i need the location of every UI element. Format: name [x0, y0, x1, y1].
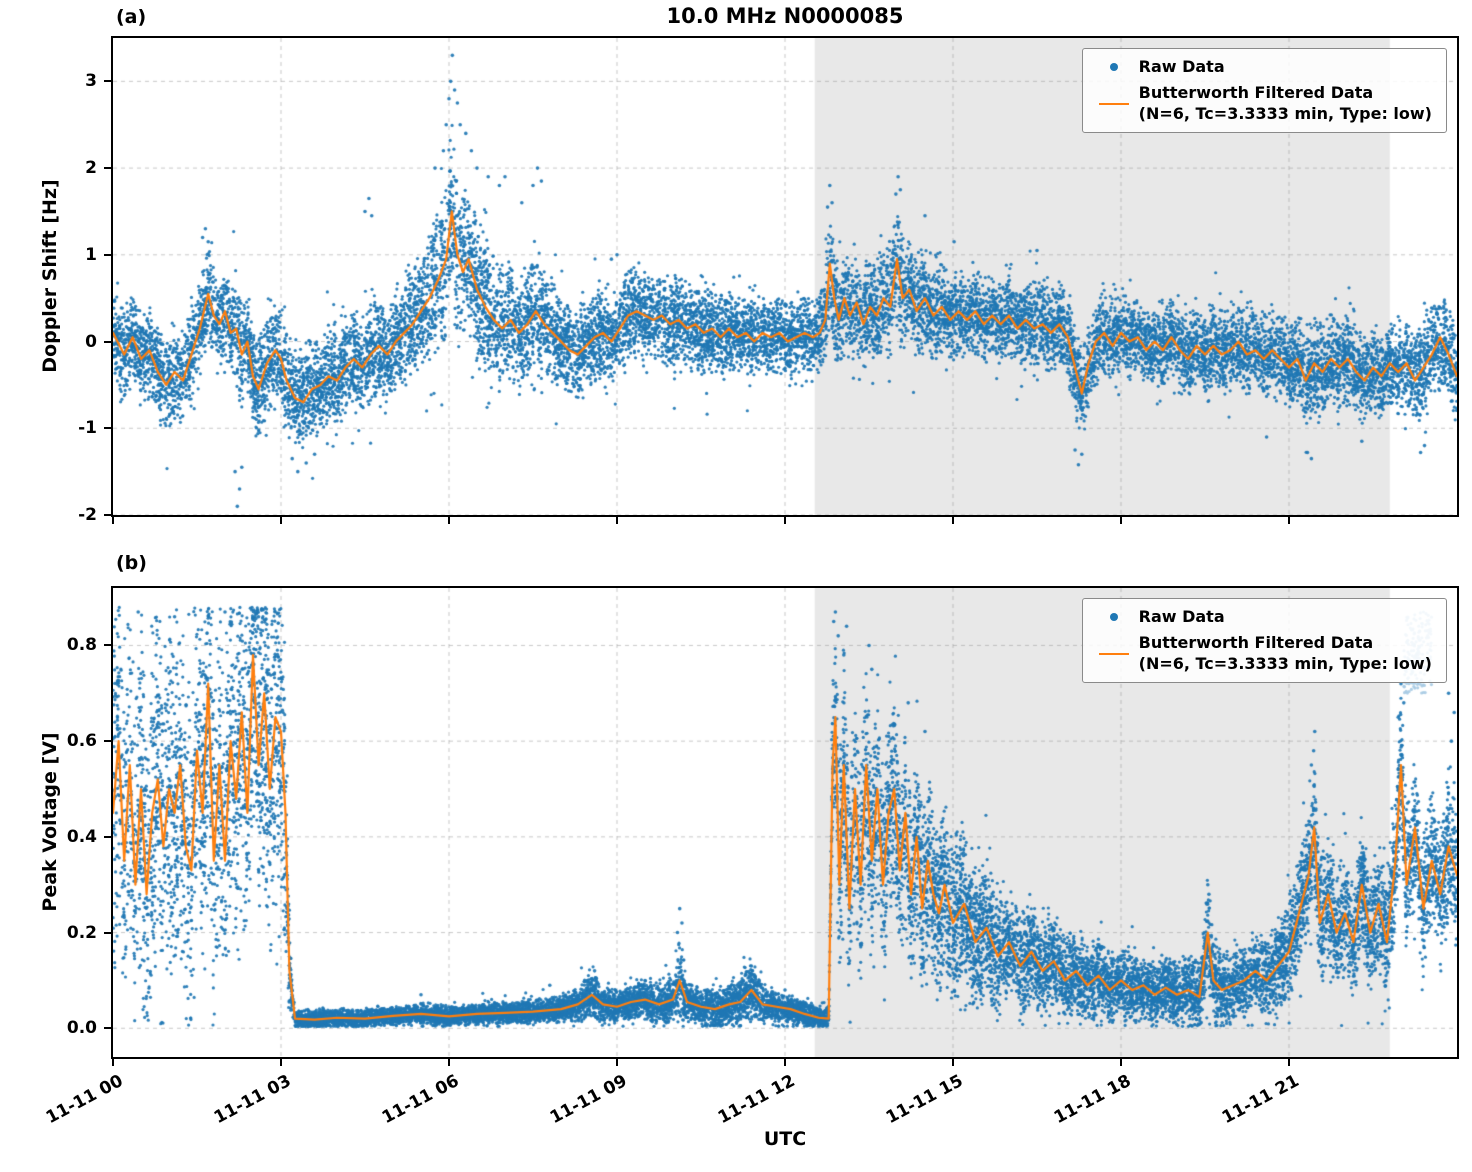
legend-raw-label: Raw Data — [1138, 57, 1225, 76]
x-tick — [448, 1059, 450, 1066]
y-tick — [104, 340, 111, 343]
legend-b: Raw Data Butterworth Filtered Data (N=6,… — [1081, 598, 1447, 684]
x-tick-label: 11-11 06 — [378, 1071, 463, 1129]
panel-a-label: (a) — [116, 6, 147, 28]
x-tick — [280, 517, 282, 524]
legend-filtered-label: Butterworth Filtered Data — [1138, 82, 1374, 102]
y-tick — [104, 253, 111, 256]
y-tick-label: -1 — [78, 418, 97, 439]
x-tick-label: 11-11 21 — [1218, 1071, 1303, 1129]
x-tick — [1288, 517, 1290, 524]
x-tick — [1288, 1059, 1290, 1066]
x-tick — [112, 517, 114, 524]
x-tick-label: 11-11 15 — [882, 1071, 967, 1129]
y-tick-label: 1 — [85, 244, 97, 265]
x-axis-label: UTC — [763, 1128, 807, 1150]
y-tick-label: 0.0 — [66, 1018, 97, 1039]
legend-filtered-sublabel: (N=6, Tc=3.3333 min, Type: low) — [1138, 103, 1432, 123]
legend-entry-filtered: Butterworth Filtered Data (N=6, Tc=3.333… — [1097, 83, 1432, 125]
y-tick — [104, 644, 111, 647]
y-tick-label: 0.6 — [66, 731, 97, 752]
y-tick-label: 2 — [85, 158, 97, 179]
figure-title: 10.0 MHz N0000085 — [666, 4, 904, 28]
y-tick-label: 0.4 — [66, 826, 97, 847]
y-tick — [104, 835, 111, 838]
y-tick — [104, 740, 111, 743]
x-tick — [952, 1059, 954, 1066]
x-tick-label: 11-11 09 — [546, 1071, 631, 1129]
legend-raw-label: Raw Data — [1138, 607, 1225, 626]
x-tick — [1120, 517, 1122, 524]
x-tick — [1120, 1059, 1122, 1066]
raw-data-marker-icon — [1109, 63, 1118, 72]
y-tick — [104, 1027, 111, 1030]
x-tick — [784, 517, 786, 524]
x-tick-label: 11-11 00 — [42, 1071, 127, 1129]
y-tick-label: 0.8 — [66, 635, 97, 656]
raw-data-marker-icon — [1109, 613, 1118, 622]
x-tick-label: 11-11 18 — [1050, 1071, 1135, 1129]
y-axis-label-voltage: Peak Voltage [V] — [39, 732, 61, 912]
x-tick — [280, 1059, 282, 1066]
y-tick — [104, 167, 111, 170]
y-tick-label: 0.2 — [66, 922, 97, 943]
legend-filtered-label: Butterworth Filtered Data — [1138, 632, 1374, 652]
legend-entry-raw: Raw Data — [1097, 607, 1432, 628]
x-tick — [112, 1059, 114, 1066]
y-tick-label: -2 — [78, 505, 97, 525]
y-tick — [104, 514, 111, 516]
x-tick-label: 11-11 03 — [210, 1071, 295, 1129]
y-tick — [104, 931, 111, 934]
y-tick — [104, 427, 111, 430]
y-tick-label: 3 — [85, 71, 97, 92]
x-tick — [616, 517, 618, 524]
x-tick — [952, 517, 954, 524]
filtered-data-marker-icon — [1098, 102, 1129, 105]
legend-entry-filtered: Butterworth Filtered Data (N=6, Tc=3.333… — [1097, 633, 1432, 675]
legend-entry-raw: Raw Data — [1097, 57, 1432, 78]
legend-filtered-sublabel: (N=6, Tc=3.3333 min, Type: low) — [1138, 653, 1432, 673]
panel-b-label: (b) — [116, 552, 147, 574]
y-tick-label: 0 — [85, 331, 97, 352]
y-tick — [104, 80, 111, 83]
filtered-data-marker-icon — [1098, 652, 1129, 655]
legend-a: Raw Data Butterworth Filtered Data (N=6,… — [1081, 48, 1447, 134]
x-tick — [784, 1059, 786, 1066]
x-tick — [448, 517, 450, 524]
x-tick — [616, 1059, 618, 1066]
